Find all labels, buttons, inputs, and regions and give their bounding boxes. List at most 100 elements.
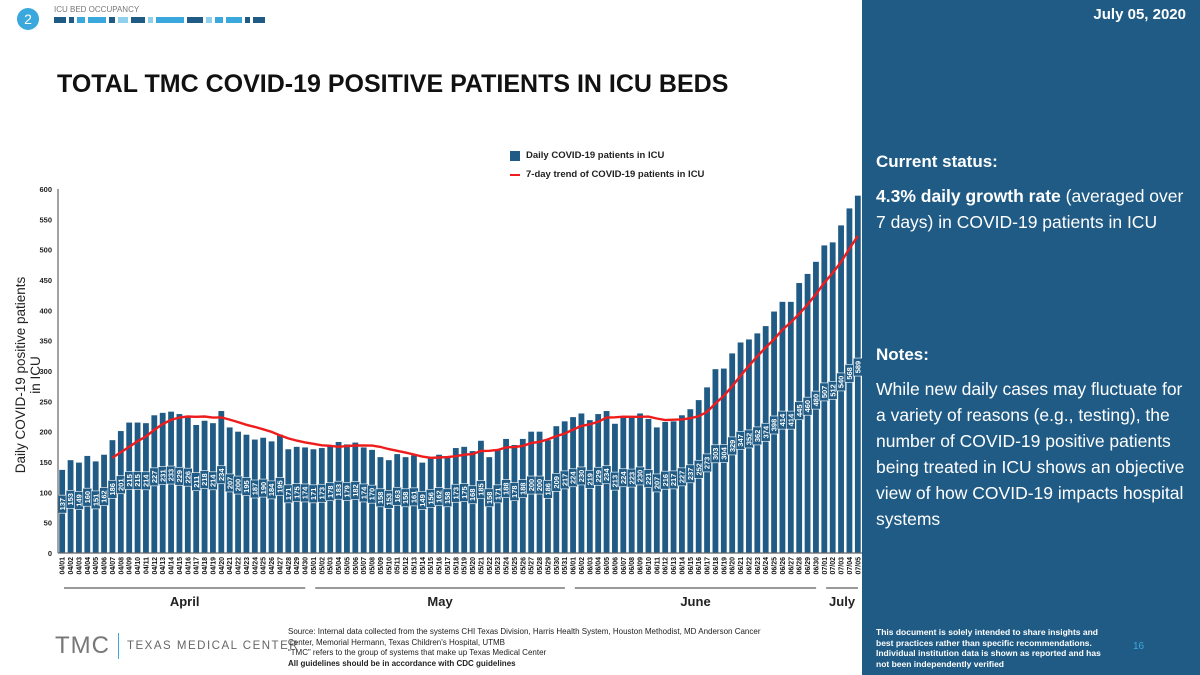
data-label: 217 <box>669 474 678 487</box>
data-label: 460 <box>803 400 812 413</box>
data-label: 185 <box>477 483 486 496</box>
x-tick-label: 07/01 <box>822 557 829 575</box>
data-label: 158 <box>376 492 385 505</box>
month-label: June <box>680 594 710 609</box>
x-tick-label: 05/29 <box>545 557 552 575</box>
data-label: 507 <box>820 386 829 399</box>
trend-line <box>111 235 859 460</box>
data-label: 414 <box>786 413 795 426</box>
x-tick-label: 04/19 <box>210 557 217 575</box>
data-label: 207 <box>652 477 661 490</box>
data-label: 512 <box>828 384 837 397</box>
data-label: 398 <box>770 419 779 432</box>
data-label: 162 <box>100 490 109 503</box>
x-tick-label: 05/27 <box>529 557 536 575</box>
x-tick-label: 05/24 <box>504 557 511 575</box>
data-label: 170 <box>368 488 377 501</box>
x-tick-label: 07/02 <box>830 557 837 575</box>
x-tick-label: 06/01 <box>571 557 578 575</box>
progress-segment <box>206 17 212 23</box>
x-tick-label: 04/15 <box>177 557 184 575</box>
x-tick-label: 05/01 <box>311 557 318 575</box>
data-label: 216 <box>661 474 670 487</box>
progress-segment <box>88 17 106 23</box>
data-label: 226 <box>183 471 192 484</box>
y-tick-label: 150 <box>39 458 52 467</box>
data-label: 230 <box>577 470 586 483</box>
x-tick-label: 05/02 <box>319 557 326 575</box>
y-tick-label: 250 <box>39 397 52 406</box>
data-label: 273 <box>703 457 712 470</box>
x-tick-label: 05/19 <box>462 557 469 575</box>
legend-bar-swatch <box>510 150 520 161</box>
data-label: 195 <box>276 480 285 493</box>
data-label: 218 <box>200 473 209 486</box>
y-tick-label: 400 <box>39 306 52 315</box>
tmc-logo: TMC TEXAS MEDICAL CENTER <box>55 632 299 660</box>
x-tick-label: 06/27 <box>788 557 795 575</box>
data-label-box <box>786 410 796 430</box>
x-tick-label: 06/15 <box>688 557 695 575</box>
x-tick-label: 06/06 <box>612 557 619 575</box>
data-label: 234 <box>217 468 226 481</box>
source-note: Source: Internal data collected from the… <box>288 627 788 669</box>
data-label: 200 <box>234 479 243 492</box>
data-label: 149 <box>75 494 84 507</box>
x-tick-label: 04/08 <box>118 557 125 575</box>
progress-segment <box>187 17 203 23</box>
y-tick-label: 500 <box>39 246 52 255</box>
x-tick-label: 04/17 <box>194 557 201 575</box>
x-tick-label: 04/20 <box>219 557 226 575</box>
logo-abbr: TMC <box>55 632 110 659</box>
progress-segment <box>245 17 250 23</box>
x-tick-label: 07/04 <box>847 557 854 575</box>
x-tick-label: 05/04 <box>336 557 343 575</box>
y-tick-label: 200 <box>39 428 52 437</box>
data-label: 215 <box>133 474 142 487</box>
data-label: 207 <box>225 477 234 490</box>
x-tick-label: 06/28 <box>797 557 804 575</box>
x-tick-label: 06/02 <box>579 557 586 575</box>
data-label: 568 <box>845 367 854 380</box>
x-tick-label: 04/13 <box>160 557 167 575</box>
x-tick-label: 04/14 <box>169 557 176 575</box>
month-label: July <box>829 594 856 609</box>
data-label: 160 <box>83 491 92 504</box>
page-title: TOTAL TMC COVID-19 POSITIVE PATIENTS IN … <box>57 70 729 98</box>
x-tick-label: 04/18 <box>202 557 209 575</box>
x-tick-label: 05/06 <box>353 557 360 575</box>
chart-legend: Daily COVID-19 patients in ICU 7-day tre… <box>510 146 704 184</box>
y-tick-label: 300 <box>39 367 52 376</box>
data-label: 445 <box>795 404 804 417</box>
data-label: 175 <box>292 486 301 499</box>
data-label: 229 <box>594 470 603 483</box>
y-tick-label: 600 <box>39 185 52 194</box>
report-date: July 05, 2020 <box>1093 6 1186 23</box>
x-tick-label: 06/25 <box>772 557 779 575</box>
x-tick-label: 06/12 <box>663 557 670 575</box>
data-label: 230 <box>636 470 645 483</box>
x-tick-label: 05/25 <box>512 557 519 575</box>
x-tick-label: 05/07 <box>361 557 368 575</box>
legend-line-swatch <box>510 173 520 176</box>
data-label: 186 <box>544 483 553 496</box>
data-label: 162 <box>435 490 444 503</box>
data-label: 190 <box>259 482 268 495</box>
x-tick-label: 06/18 <box>713 557 720 575</box>
x-tick-label: 04/03 <box>76 557 83 575</box>
data-label: 188 <box>518 482 527 495</box>
data-label-box <box>853 357 862 377</box>
x-tick-label: 06/20 <box>730 557 737 575</box>
x-tick-label: 06/30 <box>813 557 820 575</box>
data-label: 214 <box>209 474 218 487</box>
x-tick-label: 04/16 <box>185 557 192 575</box>
x-tick-label: 05/30 <box>554 557 561 575</box>
x-tick-label: 05/03 <box>328 557 335 575</box>
data-label: 352 <box>745 433 754 446</box>
progress-segment <box>253 17 265 23</box>
data-label: 213 <box>611 475 620 488</box>
x-tick-label: 04/25 <box>261 557 268 575</box>
section-number-badge: 2 <box>17 8 39 30</box>
data-label: 184 <box>267 483 276 496</box>
x-tick-label: 05/13 <box>411 557 418 575</box>
